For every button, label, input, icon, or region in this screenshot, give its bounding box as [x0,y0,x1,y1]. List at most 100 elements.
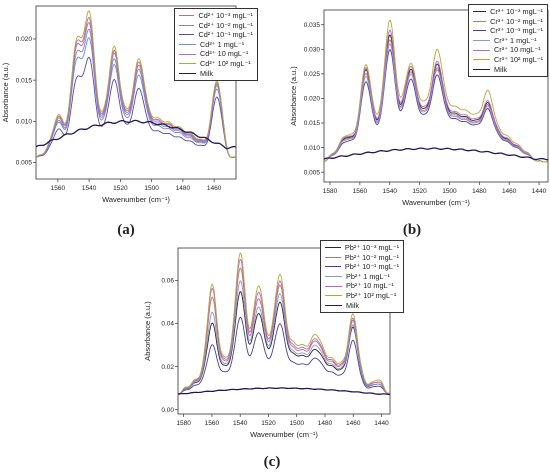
y-tick-label: 0.035 [304,22,321,29]
series-line-5 [178,252,390,396]
series-line-milk [178,387,390,396]
x-tick-label: 1520 [412,188,427,195]
chart-panel-a: 1560 1540 1520 1500 1480 1460 0.005 0.010 0.015 0… [0,0,258,225]
legend-entry: Pb²⁺ 10² mgL⁻¹ [325,291,399,301]
x-tick-label: 1480 [472,188,487,195]
y-tick-label: 0.025 [304,71,321,78]
legend-label: Pb²⁺ 10⁻² mgL⁻¹ [344,252,399,262]
legend-swatch [179,44,196,46]
legend-swatch [325,304,342,306]
chart-c-svg: 1580 1560 1540 1520 1500 1480 1460 1440 0.00 0.02… [143,247,391,439]
chart-b-frame [323,9,549,183]
series-line-milk [324,147,548,161]
legend-entry: Pb²⁺ 10⁻³ mgL⁻¹ [325,243,399,253]
legend-swatch [179,15,195,17]
legend-label: Cr³⁺ 10 mgL⁻¹ [494,45,541,55]
legend-swatch [473,40,490,42]
x-tick-label: 1500 [144,185,159,192]
legend-entry: Pb²⁺ 10⁻² mgL⁻¹ [325,253,399,263]
x-axis-label: Wavenumber (cm⁻¹) [402,198,470,207]
y-tick-label: 0.015 [16,77,33,84]
legend-swatch [325,256,341,258]
legend-entry: Pb²⁺ 10⁻¹ mgL⁻¹ [325,262,399,272]
legend-swatch [325,276,342,278]
legend-label: Milk [494,64,507,74]
series-line-5 [36,10,236,159]
y-tick-label: 0.020 [16,36,33,43]
legend-label: Cr³⁺ 10⁻³ mgL⁻¹ [490,7,543,16]
legend-entry: Cr³⁺ 10⁻³ mgL⁻¹ [473,7,543,17]
y-tick-label: 0.005 [16,160,33,167]
legend-label: Cr³⁺ 10⁻² mgL⁻¹ [490,16,543,26]
y-tick-label: 0.010 [304,145,321,152]
chart-b-legend: Cr³⁺ 10⁻³ mgL⁻¹ Cr³⁺ 10⁻² mgL⁻¹ Cr³⁺ 10⁻¹ … [468,4,548,78]
legend-swatch [473,30,487,32]
legend-label: Cd²⁺ 10 mgL⁻¹ [200,49,249,59]
legend-swatch [179,53,196,55]
legend-swatch [179,63,196,65]
legend-label: Cd²⁺ 10⁻¹ mgL⁻¹ [198,30,253,40]
y-axis-label: Absorbance (a.u.) [143,301,152,361]
x-tick-label: 1460 [346,420,361,427]
legend-swatch [473,59,490,61]
legend-swatch [325,295,342,297]
legend-swatch [325,285,342,287]
legend-label: Pb²⁺ 1 mgL⁻¹ [346,271,390,281]
legend-label: Pb²⁺ 10² mgL⁻¹ [346,290,397,300]
legend-entry: Cd²⁺ 1 mgL⁻¹ [179,40,253,50]
series-line-2 [178,316,390,395]
x-tick-label: 1540 [233,420,248,427]
legend-swatch [179,72,196,74]
legend-swatch [325,266,341,268]
y-tick-label: 0.04 [161,321,174,328]
panel-caption-c: (c) [263,454,281,470]
x-tick-label: 1580 [176,420,191,427]
legend-entry: Cr³⁺ 10⁻¹ mgL⁻¹ [473,26,543,36]
legend-entry: Cd²⁺ 10⁻³ mgL⁻¹ [179,11,253,21]
legend-entry: Milk [473,65,543,75]
chart-panel-b: 1580 1560 1540 1520 1500 1480 1460 1440 0.005 0.0… [280,0,550,225]
legend-entry: Pb²⁺ 10 mgL⁻¹ [325,281,399,291]
x-tick-label: 1500 [289,420,304,427]
legend-label: Cd²⁺ 10² mgL⁻¹ [200,58,251,68]
legend-swatch [473,49,490,51]
x-axis-label: Wavenumber (cm⁻¹) [250,430,318,439]
x-tick-label: 1440 [374,420,389,427]
x-axis-label: Wavenumber (cm⁻¹) [102,195,170,204]
x-tick-label: 1580 [323,188,338,195]
x-tick-label: 1560 [353,188,368,195]
chart-a-frame [35,5,237,180]
series-line-3 [178,280,390,396]
x-tick-label: 1460 [502,188,517,195]
legend-entry: Cd²⁺ 10 mgL⁻¹ [179,49,253,59]
y-tick-label: 0.005 [304,169,321,176]
panel-caption-b: (b) [402,222,422,238]
chart-c-legend: Pb²⁺ 10⁻³ mgL⁻¹ Pb²⁺ 10⁻² mgL⁻¹ Pb²⁺ 10⁻¹ … [320,240,404,314]
x-tick-label: 1460 [207,185,222,192]
x-tick-label: 1540 [382,188,397,195]
y-tick-label: 0.010 [16,119,33,126]
chart-a-svg: 1560 1540 1520 1500 1480 1460 0.005 0.010 0.015 0… [1,5,237,204]
legend-label: Cd²⁺ 1 mgL⁻¹ [200,39,245,49]
legend-swatch [179,34,195,36]
y-tick-label: 0.015 [304,120,321,127]
x-tick-label: 1560 [205,420,220,427]
y-axis-label: Absorbance (a.u.) [289,66,298,126]
legend-swatch [473,11,487,13]
y-tick-label: 0.030 [304,47,321,54]
legend-entry: Cr³⁺ 10 mgL⁻¹ [473,45,543,55]
series-line-2 [36,56,236,159]
legend-swatch [179,24,195,26]
y-tick-label: 0.02 [161,364,174,371]
legend-label: Cr³⁺ 10² mgL⁻¹ [493,54,543,64]
legend-swatch [325,247,341,249]
legend-swatch [473,68,490,70]
legend-label: Cd²⁺ 10⁻³ mgL⁻¹ [198,11,253,20]
legend-label: Pb²⁺ 10⁻³ mgL⁻¹ [344,243,399,252]
series-line-milk [36,119,236,150]
legend-label: Pb²⁺ 10 mgL⁻¹ [346,281,394,291]
legend-swatch [473,20,487,22]
chart-b-svg: 1580 1560 1540 1520 1500 1480 1460 1440 0.005 0.0… [289,9,549,207]
x-tick-label: 1480 [318,420,333,427]
x-tick-label: 1560 [51,185,66,192]
